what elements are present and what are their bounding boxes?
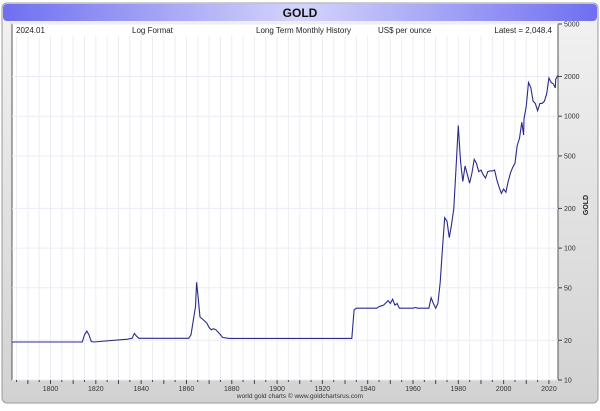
y-tick-label: 1000 — [564, 114, 580, 121]
y-tick-label: 20 — [564, 338, 572, 345]
x-tick-label: 2000 — [496, 386, 512, 393]
x-tick-label: 2020 — [541, 386, 557, 393]
gold-price-line — [12, 74, 559, 343]
header-latest: Latest = 2,048.4 — [494, 26, 552, 35]
header-history: Long Term Monthly History — [256, 26, 351, 35]
x-tick-label: 1860 — [179, 386, 195, 393]
y-tick-label: 2000 — [564, 74, 580, 81]
footer-credit: world gold charts © www.goldchartsrus.co… — [236, 392, 363, 400]
header-format: Log Format — [132, 26, 174, 35]
header-units: US$ per ounce — [378, 26, 432, 35]
title-bar — [3, 4, 597, 21]
chart-title: GOLD — [283, 6, 318, 20]
x-tick-label: 1960 — [405, 386, 421, 393]
header-date: 2024.01 — [16, 26, 45, 35]
y-tick-label: 5000 — [564, 22, 580, 29]
x-tick-label: 1980 — [451, 386, 467, 393]
x-tick-label: 1920 — [315, 386, 331, 393]
x-tick-label: 1940 — [360, 386, 376, 393]
y-tick-label: 50 — [564, 285, 572, 292]
plot-area — [11, 23, 559, 381]
x-tick-label: 1900 — [269, 386, 285, 393]
y-tick-label: 10 — [564, 378, 572, 385]
y-tick-label: 500 — [564, 153, 576, 160]
y-axis-label: GOLD — [583, 195, 590, 215]
y-tick-label: 100 — [564, 246, 576, 253]
x-tick-label: 1820 — [88, 386, 104, 393]
x-tick-label: 1880 — [224, 386, 240, 393]
x-tick-label: 1800 — [43, 386, 59, 393]
y-tick-label: 200 — [564, 206, 576, 213]
x-tick-label: 1840 — [133, 386, 149, 393]
